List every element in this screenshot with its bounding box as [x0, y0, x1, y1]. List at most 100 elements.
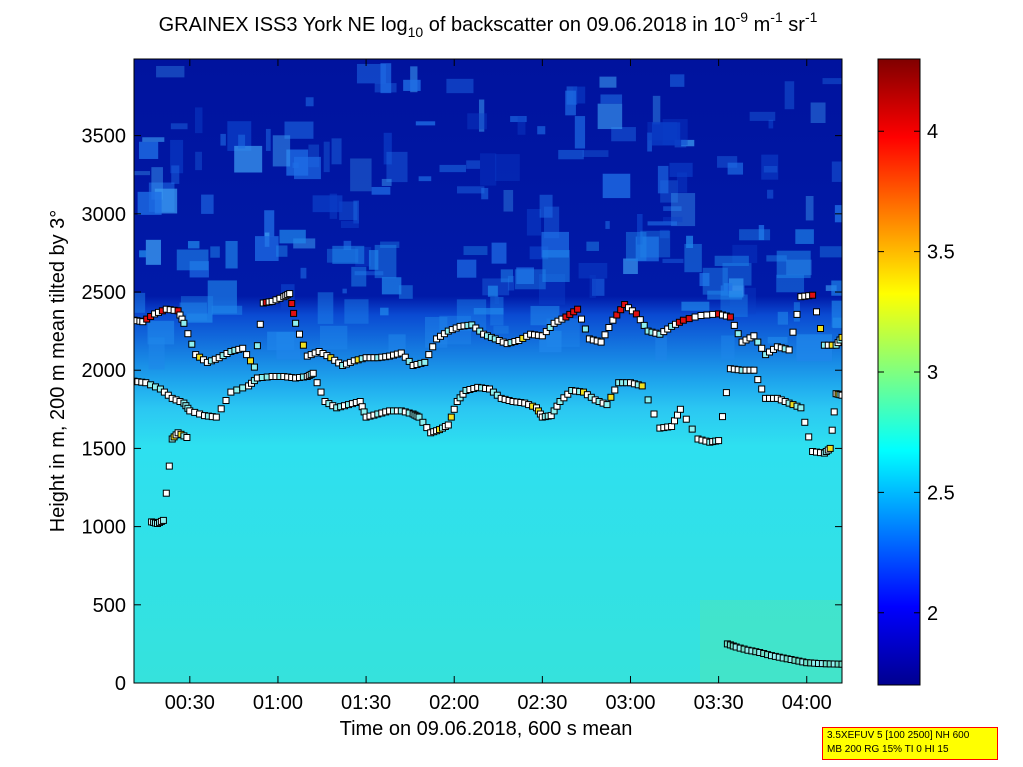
heatmap-patch — [267, 331, 295, 351]
layer-marker — [785, 346, 793, 354]
layer-marker — [597, 338, 605, 346]
heatmap-patch — [339, 201, 358, 221]
colorbar-tick-label: 2 — [927, 603, 938, 625]
heatmap-patch — [380, 63, 392, 94]
heatmap-patch — [134, 171, 151, 176]
layer-marker — [611, 386, 619, 394]
layer-marker — [632, 310, 640, 318]
layer-marker — [450, 405, 458, 413]
heatmap-patch — [761, 154, 779, 180]
layer-marker — [401, 353, 409, 361]
heatmap-patch — [234, 145, 263, 173]
layer-marker — [447, 413, 455, 421]
layer-marker — [574, 305, 582, 313]
heatmap-patch — [187, 241, 200, 249]
colorbar — [877, 58, 921, 686]
heatmap-patch — [517, 116, 526, 135]
heatmap-patch — [776, 274, 805, 293]
heatmap-patch — [194, 107, 203, 134]
heatmap-patch — [473, 308, 504, 315]
heatmap-patch — [424, 316, 448, 348]
layer-marker — [288, 300, 296, 307]
heatmap-patch — [582, 150, 609, 157]
heatmap-patch — [220, 133, 226, 146]
heatmap-patch — [702, 267, 728, 295]
y-tick-label: 3000 — [82, 204, 127, 226]
layer-marker — [754, 338, 762, 346]
heatmap-patch — [758, 225, 765, 241]
layer-marker — [722, 389, 730, 397]
layer-marker — [317, 388, 325, 396]
layer-marker — [601, 331, 609, 339]
layer-marker — [405, 357, 413, 365]
heatmap-patch — [722, 262, 752, 286]
heatmap-patch — [767, 336, 788, 344]
layer-marker — [296, 330, 303, 338]
layer-marker — [556, 398, 564, 405]
heatmap-patch — [795, 229, 814, 244]
x-tick-label: 03:00 — [605, 692, 655, 714]
heatmap-patch — [684, 243, 702, 273]
heatmap-patch — [767, 189, 774, 199]
layer-marker — [828, 426, 836, 434]
heatmap-patch — [487, 285, 498, 297]
heatmap-patch — [225, 240, 238, 269]
heatmap-patch — [825, 285, 837, 291]
heatmap-patch — [507, 275, 515, 291]
layer-marker — [233, 386, 241, 394]
heatmap-patch — [398, 285, 413, 299]
layer-marker — [578, 315, 585, 323]
heatmap-patch — [368, 250, 379, 270]
layer-marker — [227, 388, 235, 396]
heatmap-patch — [723, 283, 733, 291]
heatmap-patch — [308, 144, 320, 168]
heatmap-patch — [457, 259, 477, 278]
layer-marker — [180, 319, 188, 327]
heatmap-patch — [340, 221, 359, 229]
layer-marker — [734, 330, 742, 338]
heatmap-patch — [707, 290, 743, 300]
x-tick-label: 01:00 — [253, 692, 303, 714]
heatmap-patch — [777, 311, 789, 325]
heatmap-patch — [686, 235, 694, 249]
heatmap-patch — [602, 173, 631, 199]
x-tick-label: 04:00 — [782, 692, 832, 714]
heatmap-patch — [652, 95, 661, 125]
layer-marker — [239, 384, 247, 392]
layer-marker — [668, 423, 676, 430]
heatmap-patch — [494, 154, 520, 182]
y-tick-label: 0 — [115, 673, 126, 695]
heatmap-patch — [380, 241, 400, 248]
heatmap-area — [134, 59, 842, 683]
layer-marker — [397, 349, 405, 357]
heatmap-patch — [714, 255, 749, 266]
heatmap-patch — [354, 271, 384, 276]
heatmap-patch — [463, 246, 488, 256]
layer-marker — [212, 413, 220, 421]
heatmap-patch — [418, 176, 432, 182]
heatmap-patch — [763, 165, 778, 173]
heatmap-patch — [383, 132, 392, 165]
layer-marker — [162, 489, 170, 497]
heatmap-patch — [558, 149, 584, 160]
colorbar-tick-label: 2.5 — [927, 482, 955, 504]
colorbar-tick-label: 3.5 — [927, 242, 955, 264]
heatmap-patch — [142, 137, 165, 142]
layer-marker — [676, 405, 684, 413]
layer-marker — [184, 330, 192, 338]
heatmap-patch — [170, 139, 184, 174]
layer-marker — [429, 343, 437, 351]
heatmap-patch — [578, 262, 608, 279]
colorbar-tick-label: 3 — [927, 362, 938, 384]
heatmap-patch — [822, 78, 842, 85]
heatmap-patch — [647, 132, 652, 152]
info-line-2: MB 200 RG 15% TI 0 HI 15 — [827, 744, 949, 755]
heatmap-patch — [640, 230, 671, 258]
heatmap-patch — [810, 102, 826, 124]
heatmap-patch — [137, 191, 162, 215]
x-tick-label: 03:30 — [694, 692, 744, 714]
heatmap-patch — [662, 258, 684, 264]
heatmap-patch — [446, 78, 474, 94]
heatmap-patch — [138, 141, 159, 159]
